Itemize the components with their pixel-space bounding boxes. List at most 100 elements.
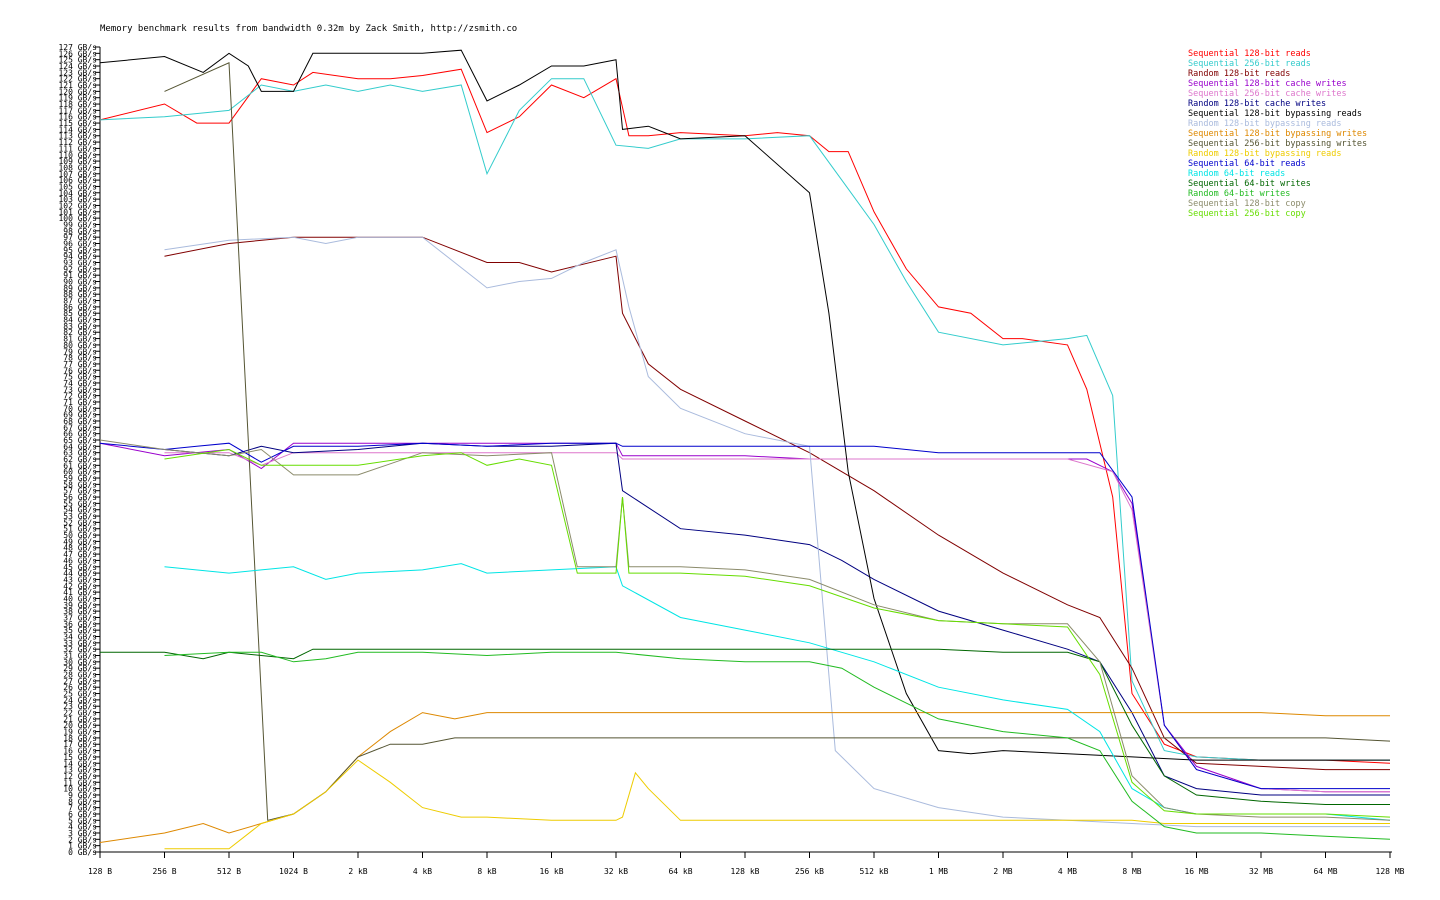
y-tick-label: 126 GB/s xyxy=(58,49,97,58)
y-tick-label: 115 GB/s xyxy=(58,119,97,128)
x-tick-label: 32 kB xyxy=(604,867,628,876)
series-line-17 xyxy=(164,448,1391,818)
legend-entry-2: Sequential 256-bit reads xyxy=(1188,59,1311,69)
y-tick-label: 63 GB/s xyxy=(63,449,97,458)
y-tick-label: 103 GB/s xyxy=(58,195,97,204)
x-tick-label: 128 kB xyxy=(731,867,760,876)
y-tick-label: 79 GB/s xyxy=(63,347,97,356)
legend-entry-9: Sequential 128-bit bypassing writes xyxy=(1188,129,1367,139)
y-tick-label: 87 GB/s xyxy=(63,297,97,306)
legend-entry-4: Sequential 128-bit cache writes xyxy=(1188,79,1347,89)
y-tick-label: 67 GB/s xyxy=(63,423,97,432)
x-tick-label: 16 kB xyxy=(539,867,563,876)
y-tick-label: 108 GB/s xyxy=(58,163,97,172)
y-tick-label: 19 GB/s xyxy=(63,728,97,737)
y-tick-label: 29 GB/s xyxy=(63,664,97,673)
y-tick-label: 1 GB/s xyxy=(68,842,97,851)
y-tick-label: 27 GB/s xyxy=(63,677,97,686)
y-tick-label: 13 GB/s xyxy=(63,766,97,775)
series-line-4 xyxy=(99,442,1390,793)
y-tick-label: 105 GB/s xyxy=(58,182,97,191)
y-tick-label: 92 GB/s xyxy=(63,265,97,274)
y-tick-label: 117 GB/s xyxy=(58,106,97,115)
legend-entry-12: Sequential 64-bit reads xyxy=(1188,159,1306,169)
y-tick-label: 82 GB/s xyxy=(63,328,97,337)
y-tick-label: 32 GB/s xyxy=(63,645,97,654)
y-tick-label: 101 GB/s xyxy=(58,208,97,217)
legend-entry-10: Sequential 256-bit bypassing writes xyxy=(1188,139,1367,149)
x-tick-label: 1024 B xyxy=(279,867,308,876)
y-tick-label: 112 GB/s xyxy=(58,138,97,147)
y-tick-label: 119 GB/s xyxy=(58,94,97,103)
y-tick-label: 75 GB/s xyxy=(63,373,97,382)
y-tick-label: 86 GB/s xyxy=(63,303,97,312)
legend-entry-16: Sequential 128-bit copy xyxy=(1188,199,1306,209)
x-tick-label: 8 kB xyxy=(477,867,496,876)
y-tick-label: 57 GB/s xyxy=(63,487,97,496)
y-tick-label: 53 GB/s xyxy=(63,512,97,521)
y-tick-label: 17 GB/s xyxy=(63,740,97,749)
y-tick-label: 39 GB/s xyxy=(63,601,97,610)
y-tick-label: 121 GB/s xyxy=(58,81,97,90)
x-tick-label: 64 kB xyxy=(668,867,692,876)
y-tick-label: 110 GB/s xyxy=(58,151,97,160)
y-tick-label: 84 GB/s xyxy=(63,316,97,325)
x-tick-label: 256 kB xyxy=(795,867,824,876)
legend-entry-13: Random 64-bit reads xyxy=(1188,169,1285,179)
y-tick-label: 61 GB/s xyxy=(63,461,97,470)
y-tick-label: 54 GB/s xyxy=(63,506,97,515)
y-tick-label: 52 GB/s xyxy=(63,518,97,527)
y-tick-label: 81 GB/s xyxy=(63,335,97,344)
legend-entry-5: Sequential 256-bit cache writes xyxy=(1188,89,1347,99)
y-tick-label: 50 GB/s xyxy=(63,531,97,540)
y-tick-label: 59 GB/s xyxy=(63,474,97,483)
y-tick-label: 109 GB/s xyxy=(58,157,97,166)
legend-entry-1: Sequential 128-bit reads xyxy=(1188,49,1311,59)
y-tick-label: 34 GB/s xyxy=(63,632,97,641)
x-tick-label: 64 MB xyxy=(1313,867,1337,876)
y-tick-label: 37 GB/s xyxy=(63,613,97,622)
y-tick-label: 43 GB/s xyxy=(63,575,97,584)
y-tick-label: 12 GB/s xyxy=(63,772,97,781)
y-tick-label: 70 GB/s xyxy=(63,404,97,413)
y-tick-label: 97 GB/s xyxy=(63,233,97,242)
y-tick-label: 123 GB/s xyxy=(58,68,97,77)
series-line-13 xyxy=(164,563,1391,821)
y-tick-label: 71 GB/s xyxy=(63,398,97,407)
series-line-14 xyxy=(100,648,1390,805)
y-tick-label: 76 GB/s xyxy=(63,366,97,375)
y-tick-label: 23 GB/s xyxy=(63,702,97,711)
y-tick-label: 44 GB/s xyxy=(63,569,97,578)
x-tick-label: 2 kB xyxy=(348,867,367,876)
y-tick-label: 100 GB/s xyxy=(58,214,97,223)
y-tick-label: 58 GB/s xyxy=(63,480,97,489)
x-tick-label: 128 MB xyxy=(1376,867,1405,876)
y-tick-label: 2 GB/s xyxy=(68,835,97,844)
y-tick-label: 49 GB/s xyxy=(63,537,97,546)
y-tick-label: 68 GB/s xyxy=(63,417,97,426)
y-tick-label: 14 GB/s xyxy=(63,759,97,768)
y-tick-label: 104 GB/s xyxy=(58,189,97,198)
y-tick-label: 10 GB/s xyxy=(63,785,97,794)
legend-entry-14: Sequential 64-bit writes xyxy=(1188,179,1311,189)
y-tick-label: 120 GB/s xyxy=(58,87,97,96)
x-tick-label: 1 MB xyxy=(929,867,948,876)
y-tick-label: 96 GB/s xyxy=(63,239,97,248)
y-tick-label: 30 GB/s xyxy=(63,658,97,667)
legend-entry-6: Random 128-bit cache writes xyxy=(1188,99,1326,109)
x-tick-label: 4 MB xyxy=(1058,867,1077,876)
legend-entry-11: Random 128-bit bypassing reads xyxy=(1188,149,1342,159)
y-tick-label: 5 GB/s xyxy=(68,816,97,825)
y-tick-label: 125 GB/s xyxy=(58,56,97,65)
y-tick-label: 98 GB/s xyxy=(63,227,97,236)
y-tick-label: 36 GB/s xyxy=(63,620,97,629)
series-line-7 xyxy=(99,49,1390,761)
y-tick-label: 69 GB/s xyxy=(63,411,97,420)
y-tick-label: 118 GB/s xyxy=(58,100,97,109)
y-tick-label: 62 GB/s xyxy=(63,455,97,464)
y-tick-label: 25 GB/s xyxy=(63,690,97,699)
y-tick-label: 99 GB/s xyxy=(63,220,97,229)
x-axis-ticks: 128 B 256 B 512 B 1024 B 2 kB 4 kB 8 kB 16 kB 32… xyxy=(88,852,1405,876)
y-tick-label: 41 GB/s xyxy=(63,588,97,597)
